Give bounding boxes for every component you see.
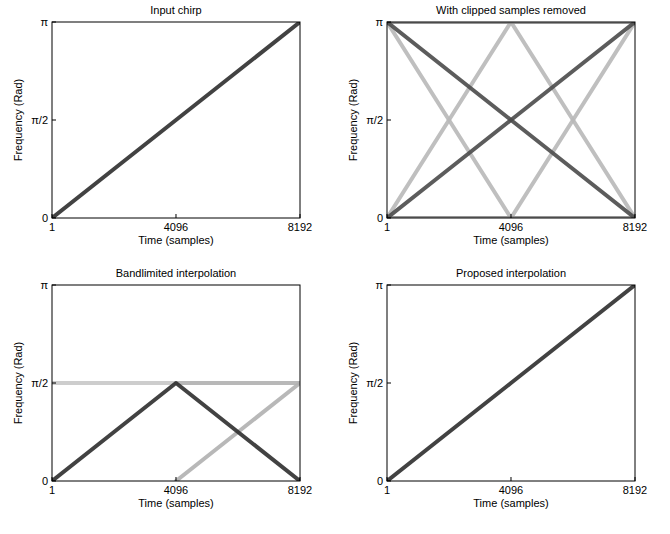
panel-title: Input chirp (150, 4, 201, 16)
plot-background (387, 285, 635, 481)
y-tick (387, 120, 391, 121)
panel: 1 4096 8192 0 π/2 π Input chirp Time (samples) F… (12, 4, 312, 246)
ridge-line (511, 22, 635, 218)
ridge-line (387, 22, 635, 218)
plot-frame (52, 285, 300, 481)
x-tick-label: 4096 (499, 221, 523, 233)
x-tick (300, 477, 301, 481)
plot-background (52, 22, 300, 218)
x-tick-label: 1 (49, 484, 55, 496)
x-axis-title: Time (samples) (138, 234, 213, 246)
plot-background (52, 285, 300, 481)
plot-frame (387, 22, 635, 218)
panel-title: Bandlimited interpolation (116, 267, 236, 279)
y-tick-label: π (375, 16, 383, 28)
y-tick (52, 383, 56, 384)
x-axis-title: Time (samples) (473, 234, 548, 246)
y-tick (387, 218, 391, 219)
x-tick (510, 214, 511, 218)
lines (387, 22, 635, 218)
y-tick (52, 481, 56, 482)
x-tick-label: 8192 (623, 221, 647, 233)
x-tick (175, 477, 176, 481)
y-axis-title: Frequency (Rad) (12, 79, 24, 162)
y-tick-label: π/2 (366, 377, 383, 389)
x-tick-label: 1 (384, 221, 390, 233)
x-tick-label: 8192 (288, 221, 312, 233)
y-tick (387, 481, 391, 482)
y-axis-title: Frequency (Rad) (12, 342, 24, 425)
x-tick-label: 8192 (623, 484, 647, 496)
plot-frame (52, 22, 300, 218)
panel: 1 4096 8192 0 π/2 π With clipped samples remov… (347, 4, 647, 246)
y-tick-label: π/2 (31, 377, 48, 389)
y-tick-label: π/2 (366, 114, 383, 126)
ridge-line (387, 22, 511, 218)
lines (387, 285, 635, 481)
y-tick (387, 383, 391, 384)
y-tick (52, 285, 56, 286)
y-tick (52, 22, 56, 23)
y-tick-label: π (375, 279, 383, 291)
panel-title: Proposed interpolation (456, 267, 566, 279)
lines (52, 383, 300, 481)
ridge-line (52, 383, 300, 481)
panel: 1 4096 8192 0 π/2 π Bandlimited interpolation T… (12, 267, 312, 509)
ridge-line (387, 22, 511, 218)
figure: 1 4096 8192 0 π/2 π Input chirp Time (samples) F… (0, 0, 670, 534)
plot-background (387, 22, 635, 218)
y-tick-label: π (40, 16, 48, 28)
plot-frame (387, 285, 635, 481)
x-tick (175, 214, 176, 218)
y-tick (387, 22, 391, 23)
y-tick-label: π (40, 279, 48, 291)
panel: 1 4096 8192 0 π/2 π Proposed interpolation Time… (347, 267, 647, 509)
x-tick (635, 214, 636, 218)
x-tick-label: 8192 (288, 484, 312, 496)
ridge-line (52, 381, 176, 385)
ridge-line (176, 381, 300, 385)
y-tick (52, 120, 56, 121)
x-tick (387, 214, 388, 218)
lines (52, 22, 300, 218)
y-tick-label: 0 (42, 212, 48, 224)
ridge-line (52, 22, 300, 218)
x-tick-label: 4096 (164, 484, 188, 496)
x-tick-label: 4096 (164, 221, 188, 233)
y-axis-title: Frequency (Rad) (347, 79, 359, 162)
ridge-line (387, 285, 635, 481)
y-tick (52, 218, 56, 219)
x-tick (387, 477, 388, 481)
ridge-line (511, 22, 635, 218)
y-tick-label: 0 (377, 475, 383, 487)
panel-title: With clipped samples removed (436, 4, 586, 16)
x-tick-label: 1 (49, 221, 55, 233)
x-axis-title: Time (samples) (138, 497, 213, 509)
x-tick-label: 4096 (499, 484, 523, 496)
y-tick-label: π/2 (31, 114, 48, 126)
x-tick (52, 214, 53, 218)
y-tick-label: 0 (377, 212, 383, 224)
ridge-line (387, 22, 635, 218)
y-axis-title: Frequency (Rad) (347, 342, 359, 425)
x-tick (300, 214, 301, 218)
x-tick-label: 1 (384, 484, 390, 496)
y-tick-label: 0 (42, 475, 48, 487)
y-tick (387, 285, 391, 286)
x-tick (635, 477, 636, 481)
x-tick (510, 477, 511, 481)
x-tick (52, 477, 53, 481)
x-axis-title: Time (samples) (473, 497, 548, 509)
